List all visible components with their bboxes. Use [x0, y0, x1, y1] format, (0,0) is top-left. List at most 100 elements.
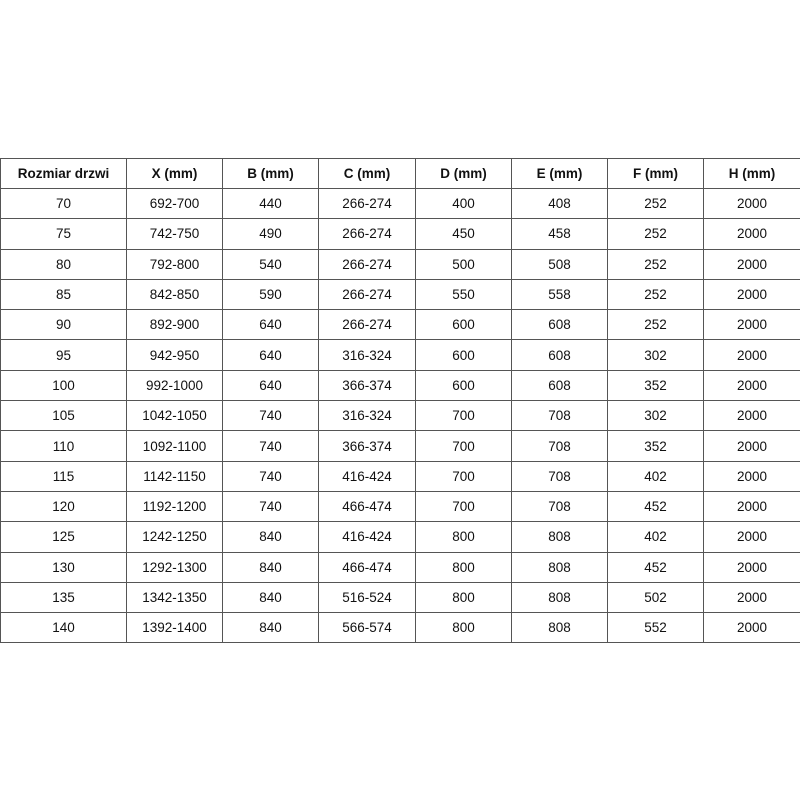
table-cell: 600	[415, 369, 512, 402]
table-cell: 2000	[703, 369, 800, 402]
table-cell: 558	[511, 278, 608, 311]
table-cell: 550	[415, 278, 512, 311]
table-cell: 502	[607, 581, 704, 614]
table-cell: 800	[415, 612, 512, 644]
table-cell: 800	[415, 521, 512, 553]
table-cell: 942-950	[126, 339, 223, 371]
table-cell: 566-574	[318, 612, 416, 644]
table-cell: 2000	[703, 309, 800, 341]
table-cell: 266-274	[318, 248, 416, 280]
column-header: H (mm)	[703, 158, 800, 189]
table-cell: 366-374	[318, 369, 416, 402]
table-cell: 140	[0, 612, 127, 644]
table-cell: 1192-1200	[126, 490, 223, 523]
table-cell: 842-850	[126, 278, 223, 311]
table-cell: 316-324	[318, 400, 416, 432]
table-cell: 792-800	[126, 248, 223, 280]
table-cell: 2000	[703, 612, 800, 644]
table-cell: 1392-1400	[126, 612, 223, 644]
table-cell: 252	[607, 309, 704, 341]
table-cell: 740	[222, 460, 319, 492]
table-row: 140 1392-1400 840 566-574 800 808 552 2000	[0, 612, 800, 644]
table-row: 95 942-950 640 316-324 600 608 302 2000	[0, 339, 800, 371]
table-cell: 590	[222, 278, 319, 311]
table-cell: 808	[511, 581, 608, 614]
table-row: 105 1042-1050 740 316-324 700 708 302 2000	[0, 400, 800, 432]
table-cell: 452	[607, 551, 704, 583]
table-cell: 85	[0, 278, 127, 311]
table-cell: 1092-1100	[126, 430, 223, 462]
table-cell: 608	[511, 369, 608, 402]
table-cell: 700	[415, 460, 512, 492]
table-cell: 452	[607, 490, 704, 523]
table-cell: 400	[415, 187, 512, 220]
table-cell: 2000	[703, 218, 800, 250]
table-cell: 302	[607, 339, 704, 371]
column-header: D (mm)	[415, 158, 512, 189]
table-cell: 266-274	[318, 218, 416, 250]
table-cell: 266-274	[318, 278, 416, 311]
table-cell: 708	[511, 400, 608, 432]
table-cell: 366-374	[318, 430, 416, 462]
table-cell: 316-324	[318, 339, 416, 371]
table-row: 130 1292-1300 840 466-474 800 808 452 2000	[0, 551, 800, 583]
table-cell: 120	[0, 490, 127, 523]
table-cell: 740	[222, 430, 319, 462]
table-cell: 1042-1050	[126, 400, 223, 432]
column-header: F (mm)	[607, 158, 704, 189]
table-cell: 302	[607, 400, 704, 432]
table-cell: 252	[607, 278, 704, 311]
table-header-row: Rozmiar drzwi X (mm) B (mm) C (mm) D (mm) E (…	[0, 158, 800, 189]
table-cell: 700	[415, 400, 512, 432]
table-row: 120 1192-1200 740 466-474 700 708 452 2000	[0, 490, 800, 523]
table-cell: 740	[222, 490, 319, 523]
table-cell: 740	[222, 400, 319, 432]
table-cell: 352	[607, 430, 704, 462]
table-cell: 115	[0, 460, 127, 492]
table-cell: 100	[0, 369, 127, 402]
table-cell: 95	[0, 339, 127, 371]
table-cell: 2000	[703, 581, 800, 614]
table-cell: 130	[0, 551, 127, 583]
table-cell: 708	[511, 460, 608, 492]
table-cell: 2000	[703, 460, 800, 492]
table-cell: 608	[511, 339, 608, 371]
table-cell: 800	[415, 581, 512, 614]
column-header: B (mm)	[222, 158, 319, 189]
table-cell: 2000	[703, 400, 800, 432]
table-cell: 135	[0, 581, 127, 614]
table-row: 115 1142-1150 740 416-424 700 708 402 2000	[0, 460, 800, 492]
table-cell: 540	[222, 248, 319, 280]
column-header: E (mm)	[511, 158, 608, 189]
table-cell: 70	[0, 187, 127, 220]
table-row: 135 1342-1350 840 516-524 800 808 502 2000	[0, 581, 800, 614]
table-row: 85 842-850 590 266-274 550 558 252 2000	[0, 278, 800, 311]
table-cell: 402	[607, 460, 704, 492]
table-cell: 352	[607, 369, 704, 402]
table-cell: 2000	[703, 490, 800, 523]
table-cell: 408	[511, 187, 608, 220]
table-cell: 640	[222, 369, 319, 402]
table-cell: 90	[0, 309, 127, 341]
table-cell: 500	[415, 248, 512, 280]
table-cell: 840	[222, 581, 319, 614]
table-cell: 2000	[703, 521, 800, 553]
table-cell: 458	[511, 218, 608, 250]
table-cell: 2000	[703, 430, 800, 462]
table-cell: 416-424	[318, 460, 416, 492]
table-cell: 708	[511, 490, 608, 523]
table-cell: 552	[607, 612, 704, 644]
table-cell: 266-274	[318, 309, 416, 341]
table-cell: 75	[0, 218, 127, 250]
table-cell: 600	[415, 339, 512, 371]
table-cell: 266-274	[318, 187, 416, 220]
column-header: C (mm)	[318, 158, 416, 189]
table-cell: 1292-1300	[126, 551, 223, 583]
table-cell: 252	[607, 187, 704, 220]
table-cell: 1342-1350	[126, 581, 223, 614]
column-header: X (mm)	[126, 158, 223, 189]
table-cell: 508	[511, 248, 608, 280]
table-cell: 700	[415, 490, 512, 523]
table-cell: 450	[415, 218, 512, 250]
table-cell: 2000	[703, 339, 800, 371]
